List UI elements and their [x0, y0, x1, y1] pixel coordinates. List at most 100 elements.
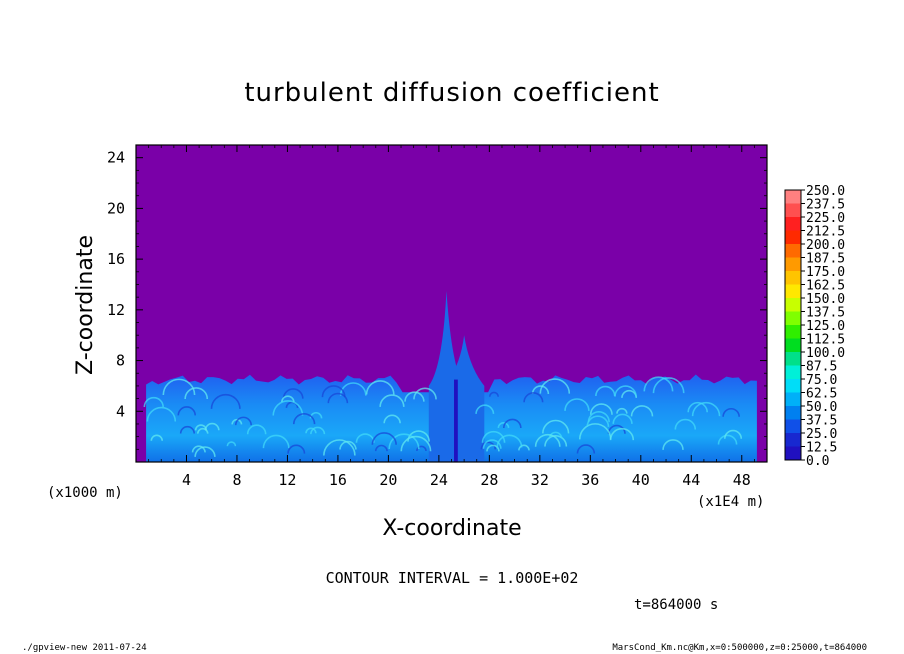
eddy-texture — [518, 444, 530, 451]
eddy-texture — [374, 444, 388, 452]
eddy-texture — [662, 439, 684, 450]
eddy-texture — [587, 411, 610, 423]
colorbar-label: 187.5 — [806, 252, 845, 267]
eddy-texture — [310, 426, 326, 435]
x-unit-right: (x1E4 m) — [697, 494, 764, 510]
colorbar-swatch — [785, 203, 801, 217]
x-tick-label: 24 — [430, 471, 448, 489]
eddy-texture — [327, 392, 349, 404]
colorbar-label: 175.0 — [806, 265, 845, 280]
eddy-texture — [486, 444, 500, 452]
eddy-texture — [226, 441, 237, 447]
eddy-texture — [285, 401, 299, 409]
eddy-texture — [194, 446, 216, 457]
colorbar-label: 112.5 — [806, 333, 845, 348]
eddy-texture — [578, 423, 612, 440]
colorbar-swatch — [785, 271, 801, 285]
field-layer — [143, 290, 757, 462]
colorbar-label: 212.5 — [806, 225, 845, 240]
eddy-texture — [523, 392, 544, 403]
eddy-texture — [539, 378, 571, 394]
eddy-texture — [616, 407, 628, 414]
x-tick-label: 28 — [480, 471, 498, 489]
eddy-texture — [400, 435, 432, 452]
colorbar-swatch — [785, 338, 801, 352]
eddy-texture — [576, 444, 596, 454]
colorbar-swatch — [785, 392, 801, 406]
eddy-texture — [674, 418, 697, 430]
eddy-texture — [388, 433, 420, 450]
colorbar-label: 100.0 — [806, 346, 845, 361]
eddy-texture — [262, 434, 290, 449]
eddy-texture — [305, 427, 317, 434]
colorbar-label: 225.0 — [806, 211, 845, 226]
colorbar-label: 12.5 — [806, 441, 837, 456]
eddy-texture — [548, 431, 563, 439]
eddy-texture — [612, 413, 633, 424]
colorbar-swatch — [785, 352, 801, 366]
eddy-texture — [502, 418, 522, 429]
colorbar-swatch — [785, 446, 801, 460]
colorbar: 250.0237.5225.0212.5200.0187.5175.0162.5… — [784, 184, 845, 469]
x-tick-label: 32 — [531, 471, 549, 489]
eddy-texture — [184, 387, 209, 400]
x-tick-label: 4 — [182, 471, 191, 489]
footer-left: ./gpview-new 2011-07-24 — [22, 643, 147, 653]
y-tick-label: 20 — [107, 199, 125, 217]
colorbar-swatch — [785, 419, 801, 433]
eddy-texture — [282, 388, 304, 399]
eddy-texture — [150, 434, 164, 441]
eddy-texture — [691, 401, 721, 417]
colorbar-label: 250.0 — [806, 184, 845, 199]
colorbar-label: 0.0 — [806, 454, 829, 469]
colorbar-label: 125.0 — [806, 319, 845, 334]
plot-area — [135, 144, 768, 463]
eddy-texture — [179, 425, 196, 434]
colorbar-label: 137.5 — [806, 306, 845, 321]
colorbar-swatch — [785, 257, 801, 271]
colorbar-swatch — [785, 217, 801, 231]
colorbar-swatch — [785, 284, 801, 298]
eddy-texture — [488, 391, 500, 397]
colorbar-label: 62.5 — [806, 387, 837, 402]
eddy-texture — [544, 435, 568, 447]
time-label: t=864000 s — [634, 597, 718, 613]
eddy-texture — [404, 391, 425, 402]
eddy-texture — [196, 428, 209, 434]
eddy-texture — [323, 439, 356, 456]
eddy-texture — [652, 377, 685, 394]
eddy-texture — [416, 445, 427, 452]
eddy-texture — [480, 441, 497, 450]
eddy-texture — [564, 398, 590, 411]
eddy-texture — [643, 376, 674, 392]
eddy-texture — [162, 378, 196, 396]
colorbar-swatch — [785, 325, 801, 339]
x-tick-label: 40 — [632, 471, 650, 489]
eddy-texture — [614, 385, 637, 397]
eddy-texture — [143, 396, 164, 408]
colorbar-swatch — [785, 244, 801, 258]
eddy-texture — [630, 405, 654, 417]
y-tick-label: 12 — [107, 301, 125, 319]
chart-title: turbulent diffusion coefficient — [244, 78, 659, 108]
spike-gap — [454, 379, 458, 462]
colorbar-swatch — [785, 230, 801, 244]
eddy-texture — [482, 439, 502, 449]
x-axis-label: X-coordinate — [382, 516, 521, 541]
y-tick-label: 8 — [116, 352, 125, 370]
eddy-texture — [723, 429, 743, 439]
eddy-texture — [191, 445, 206, 453]
colorbar-label: 37.5 — [806, 414, 837, 429]
x-tick-label: 44 — [682, 471, 700, 489]
eddy-texture — [371, 432, 397, 445]
colorbar-label: 75.0 — [806, 373, 837, 388]
x-tick-label: 36 — [581, 471, 599, 489]
eddy-texture — [204, 422, 220, 431]
colorbar-label: 200.0 — [806, 238, 845, 253]
footer-right: MarsCond_Km.nc@Km,x=0:500000,z=0:25000,t… — [612, 643, 867, 653]
colorbar-swatch — [785, 379, 801, 393]
eddy-texture — [475, 404, 495, 414]
eddy-texture — [383, 414, 401, 424]
eddy-texture — [365, 380, 395, 395]
